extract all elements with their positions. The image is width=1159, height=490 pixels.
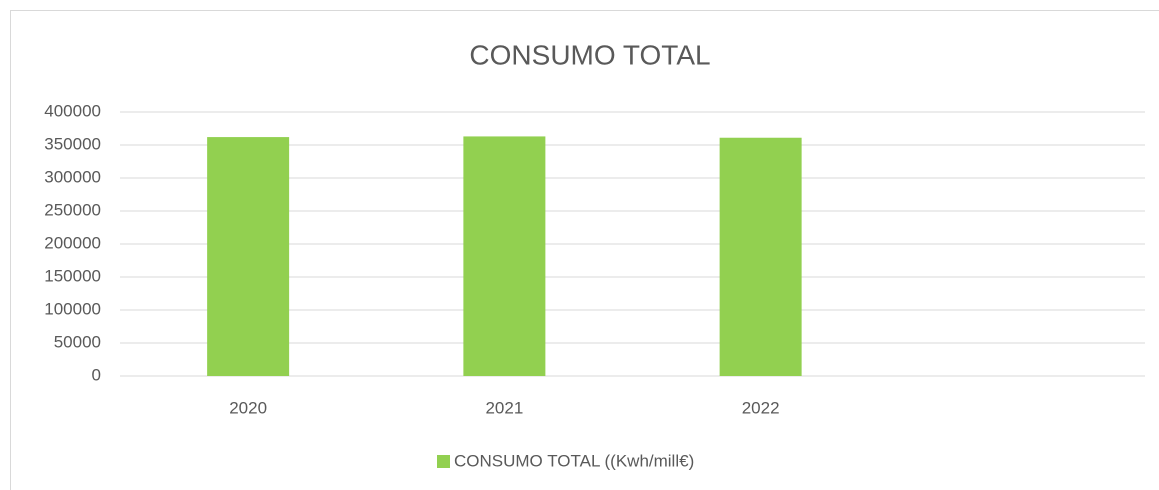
y-tick-label: 300000 <box>44 167 101 186</box>
x-tick-label: 2020 <box>229 398 267 417</box>
chart-border <box>10 10 1159 490</box>
y-tick-label: 200000 <box>44 233 101 252</box>
y-tick-label: 0 <box>92 365 101 384</box>
legend-label: CONSUMO TOTAL ((Kwh/mill€) <box>454 451 694 470</box>
chart-title: CONSUMO TOTAL <box>469 39 710 70</box>
x-tick-label: 2022 <box>742 398 780 417</box>
y-tick-label: 350000 <box>44 134 101 153</box>
x-tick-label: 2021 <box>485 398 523 417</box>
y-tick-label: 100000 <box>44 299 101 318</box>
y-tick-label: 50000 <box>54 332 101 351</box>
y-tick-label: 250000 <box>44 200 101 219</box>
bar <box>463 136 546 376</box>
legend-swatch <box>437 455 450 468</box>
bar <box>207 137 290 376</box>
bar <box>719 137 802 376</box>
y-tick-label: 400000 <box>44 101 101 120</box>
y-tick-label: 150000 <box>44 266 101 285</box>
